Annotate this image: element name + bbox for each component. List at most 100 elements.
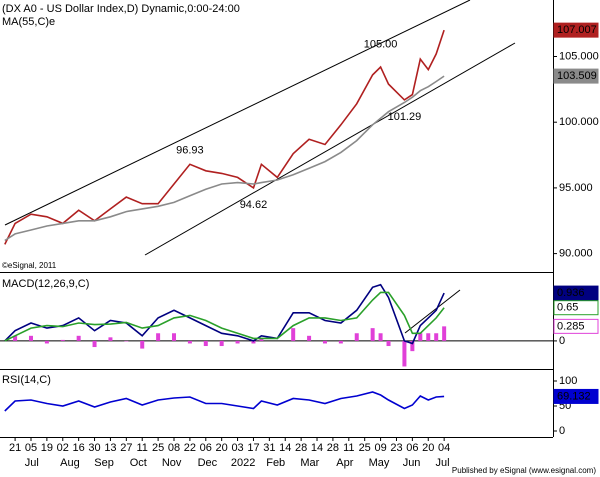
histogram-bar (251, 340, 256, 344)
x-tick-label: 31 (263, 442, 275, 454)
x-tick-label: 20 (422, 442, 434, 454)
month-label: Jun (403, 457, 421, 469)
x-tick-label: 09 (374, 442, 386, 454)
value-box-label: 107.007 (557, 24, 597, 36)
x-tick-label: 20 (216, 442, 228, 454)
histogram-bar (354, 333, 359, 341)
month-label: Apr (336, 457, 353, 469)
month-label: Dec (198, 457, 218, 469)
histogram-bar (203, 340, 208, 347)
histogram-bar (442, 326, 447, 341)
chart-title: (DX A0 - US Dollar Index,D) Dynamic,0:00… (2, 3, 240, 15)
histogram-bar (13, 335, 18, 341)
y-tick-label: 100 (559, 375, 577, 387)
histogram-bar (410, 340, 415, 352)
x-tick-label: 05 (25, 442, 37, 454)
x-tick-label: 02 (57, 442, 69, 454)
y-tick-label: 95.000 (559, 182, 593, 194)
x-tick-label: 25 (152, 442, 164, 454)
histogram-bar (219, 340, 224, 347)
histogram-bar (44, 340, 49, 344)
value-box-label: 0.65 (557, 302, 578, 314)
panel-title: RSI(14,C) (2, 374, 51, 386)
month-label: Jul (25, 457, 39, 469)
x-tick-label: 08 (168, 442, 180, 454)
x-tick-label: 14 (311, 442, 323, 454)
annotation: 94.62 (240, 199, 268, 211)
x-tick-label: 11 (137, 442, 148, 454)
histogram-bar (140, 340, 145, 349)
month-label: Aug (60, 457, 80, 469)
value-box (553, 68, 599, 84)
month-label: Mar (300, 457, 319, 469)
histogram-bar (28, 335, 33, 341)
histogram-bar (172, 333, 177, 341)
x-tick-label: 06 (200, 442, 212, 454)
value-box-label: 0.285 (557, 320, 585, 332)
value-box-label: 103.509 (557, 70, 597, 82)
histogram-bar (426, 333, 431, 341)
value-box-label: 69.132 (557, 390, 591, 402)
x-tick-label: 17 (247, 442, 259, 454)
histogram-bar (259, 338, 264, 341)
x-tick-label: 13 (104, 442, 116, 454)
histogram-bar (434, 333, 439, 341)
x-tick-label: 25 (359, 442, 371, 454)
panel-title: MACD(12,26,9,C) (2, 278, 89, 290)
month-label: Feb (266, 457, 285, 469)
value-box (553, 300, 599, 316)
x-tick-label: 06 (406, 442, 418, 454)
month-label: May (369, 457, 390, 469)
histogram-bar (76, 335, 81, 341)
histogram-bar (291, 328, 296, 341)
value-box (553, 318, 599, 334)
channel-lower (144, 42, 516, 256)
series-line (4, 391, 445, 412)
annotation: 105.00 (364, 38, 398, 50)
channel-upper (4, 0, 471, 226)
y-tick-label: 90.000 (559, 248, 593, 260)
value-box-label: 0.936 (557, 287, 585, 299)
source: ©eSignal, 2011 (2, 261, 57, 270)
x-tick-label: 27 (120, 442, 132, 454)
y-tick-label: 0 (559, 425, 565, 437)
footer: Published by eSignal (www.esignal.com) (452, 466, 596, 475)
histogram-bar (92, 340, 97, 348)
annotation: 96.93 (176, 144, 204, 156)
histogram-bar (307, 335, 312, 341)
series-line (4, 75, 445, 242)
y-tick-label: 100.000 (559, 116, 599, 128)
histogram-bar (402, 340, 407, 367)
x-tick-label: 03 (231, 442, 243, 454)
month-label: Oct (130, 457, 147, 469)
x-tick-label: 14 (279, 442, 291, 454)
y-tick-label: 0 (559, 335, 565, 347)
histogram-bar (124, 340, 129, 342)
x-tick-label: 30 (88, 442, 100, 454)
x-tick-label: 04 (438, 442, 450, 454)
histogram-bar (187, 340, 192, 344)
series-line (4, 291, 445, 342)
value-box (553, 22, 599, 38)
histogram-bar (60, 339, 65, 341)
histogram-bar (386, 340, 391, 347)
x-tick-label: 23 (390, 442, 402, 454)
x-tick-label: 28 (295, 442, 307, 454)
x-tick-label: 21 (9, 442, 21, 454)
x-tick-label: 22 (184, 442, 196, 454)
x-tick-label: 16 (73, 442, 85, 454)
annotation: 101.29 (388, 111, 422, 123)
series-line (4, 29, 445, 245)
x-tick-label: 19 (41, 442, 53, 454)
macd-trendline (404, 289, 461, 334)
month-label: 2022 (231, 457, 255, 469)
value-box (553, 285, 599, 301)
month-label: Nov (162, 457, 182, 469)
histogram-bar (108, 337, 113, 341)
month-label: Sep (94, 457, 114, 469)
histogram-bar (418, 333, 423, 341)
histogram-bar (156, 333, 161, 341)
histogram-bar (378, 333, 383, 341)
